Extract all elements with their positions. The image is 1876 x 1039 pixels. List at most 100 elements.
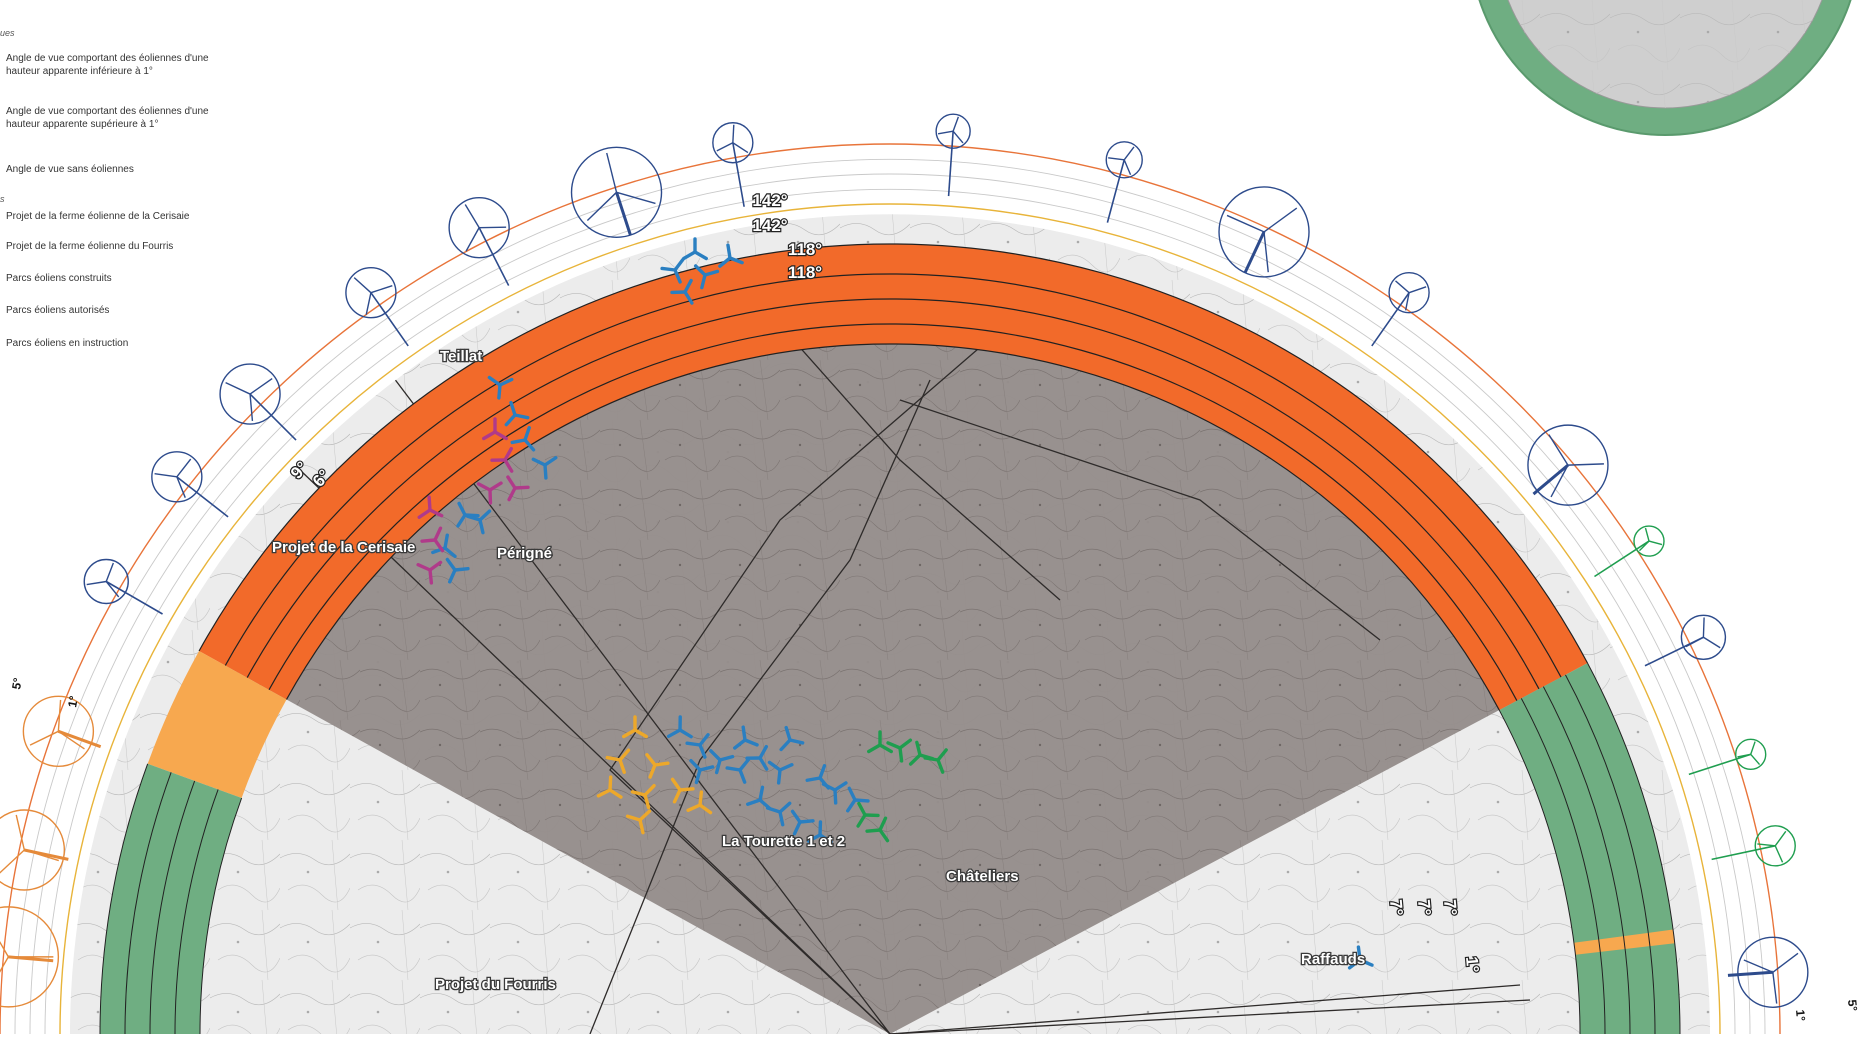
projection-blade (106, 563, 113, 581)
angle-ring3-label: 118° (788, 240, 822, 259)
angle-ring1-label: 142° (752, 191, 787, 210)
projection-mast (733, 143, 744, 207)
projection-blade (617, 192, 656, 203)
projection-blade (1751, 742, 1755, 755)
angle-right-b-label: 7° (1414, 899, 1434, 917)
turbine-blade (662, 268, 675, 270)
turbine-blade (429, 497, 430, 510)
place-label-projet-fourris: Projet du Fourris (435, 976, 556, 993)
legend-parcs-autorises: Parcs éoliens autorisés (6, 304, 109, 317)
place-label-perigne: Périgné (497, 545, 552, 562)
turbine-blade (800, 821, 813, 822)
projection-circle (0, 810, 64, 890)
projection-blade (1703, 637, 1720, 647)
projection-mast (1594, 541, 1649, 576)
projection-blade (250, 394, 252, 421)
scale-1-left: 1° (65, 695, 81, 709)
turbine-blade (455, 569, 468, 570)
projection-blade (1744, 960, 1773, 972)
projection-blade (1775, 846, 1782, 862)
angle-right-d-label: 1° (1462, 956, 1482, 974)
turbine-blade (422, 540, 435, 541)
projection-blade (354, 278, 371, 293)
projection-blade (733, 125, 734, 143)
place-label-raffauds: Raffauds (1301, 951, 1365, 968)
angle-right-c-label: 7° (1440, 899, 1460, 917)
turbine-blade (545, 465, 546, 478)
projection-mast (371, 293, 408, 346)
projection-blade (1751, 754, 1760, 764)
projection-blade (953, 131, 963, 143)
projection-blade (1264, 232, 1268, 272)
turbine-blade (779, 770, 780, 783)
place-label-tourette: La Tourette 1 et 2 (722, 833, 845, 850)
projection-mast (1712, 846, 1776, 860)
turbine-blade (499, 385, 500, 398)
angle-ring2-label: 142° (752, 216, 787, 235)
turbine-blade (807, 778, 820, 780)
projection-blade (87, 582, 107, 585)
legend-header-2: s (0, 194, 5, 204)
projection-blade (1108, 158, 1124, 160)
projection-blade (30, 731, 58, 745)
legend-parcs-instruction: Parcs éoliens en instruction (6, 337, 128, 350)
projection-blade (587, 192, 616, 220)
turbine-blade (430, 570, 431, 583)
turbine-blade (900, 748, 902, 761)
turbine-blade (867, 830, 880, 831)
projection-blade (1264, 208, 1297, 232)
projection-blade (607, 153, 617, 192)
projection-blade (1773, 972, 1777, 1003)
projection-mast (1728, 972, 1773, 975)
place-label-projet-cerisaie: Projet de la Cerisaie (272, 539, 415, 556)
turbine-blade (687, 743, 700, 745)
projection-blade (250, 379, 272, 394)
projection-blade (177, 459, 191, 477)
projection-blade (0, 850, 24, 875)
place-label-chateliers: Châteliers (946, 868, 1019, 885)
projection-blade (226, 383, 250, 394)
projection-mast (949, 131, 954, 196)
projection-blade (1124, 147, 1134, 160)
projection-blade (106, 582, 118, 597)
projection-mast (617, 192, 631, 235)
projection-blade (1396, 281, 1410, 293)
legend-parcs-construits: Parcs éoliens construits (6, 272, 112, 285)
legend-angle-none: Angle de vue sans éoliennes (6, 163, 134, 176)
turbine-blade (855, 800, 868, 801)
projection-blade (1124, 160, 1130, 175)
turbine-blade (925, 758, 938, 760)
projection-blade (1646, 528, 1649, 541)
turbine-blade (728, 245, 730, 258)
projection-blade (1649, 541, 1662, 544)
place-label-teillat: Teillat (440, 348, 482, 365)
legend-angle-high: Angle de vue comportant des éoliennes d'… (6, 105, 236, 131)
legend-angle-low: Angle de vue comportant des éoliennes d'… (6, 52, 236, 78)
projection-blade (371, 286, 392, 293)
projection-blade (155, 474, 177, 477)
turbine-blade (680, 789, 693, 790)
legend-header: ues (0, 28, 15, 38)
turbine-blade (445, 535, 447, 548)
projection-blade (938, 131, 953, 134)
projection-blade (1551, 465, 1568, 497)
projection-blade (953, 117, 958, 131)
turbine-blade (743, 727, 745, 740)
projection-blade (1549, 435, 1568, 466)
projection-mast (250, 394, 296, 440)
legend-projet-cerisaie: Projet de la ferme éolienne de la Cerisa… (6, 210, 189, 223)
turbine-blade (515, 487, 528, 488)
projection-blade (465, 204, 479, 227)
projection-blade (1703, 617, 1704, 637)
projection-blade (717, 143, 733, 151)
turbine-blade (655, 763, 668, 765)
turbine-blade (835, 790, 836, 803)
legend-projet-fourris: Projet de la ferme éolienne du Fourris (6, 240, 173, 253)
turbine-blade (727, 768, 740, 770)
turbine-blade (700, 792, 701, 805)
turbine-blade (610, 777, 611, 790)
scale-1-right: 1° (1793, 1009, 1808, 1022)
angle-ring4-label: 118° (788, 263, 822, 282)
